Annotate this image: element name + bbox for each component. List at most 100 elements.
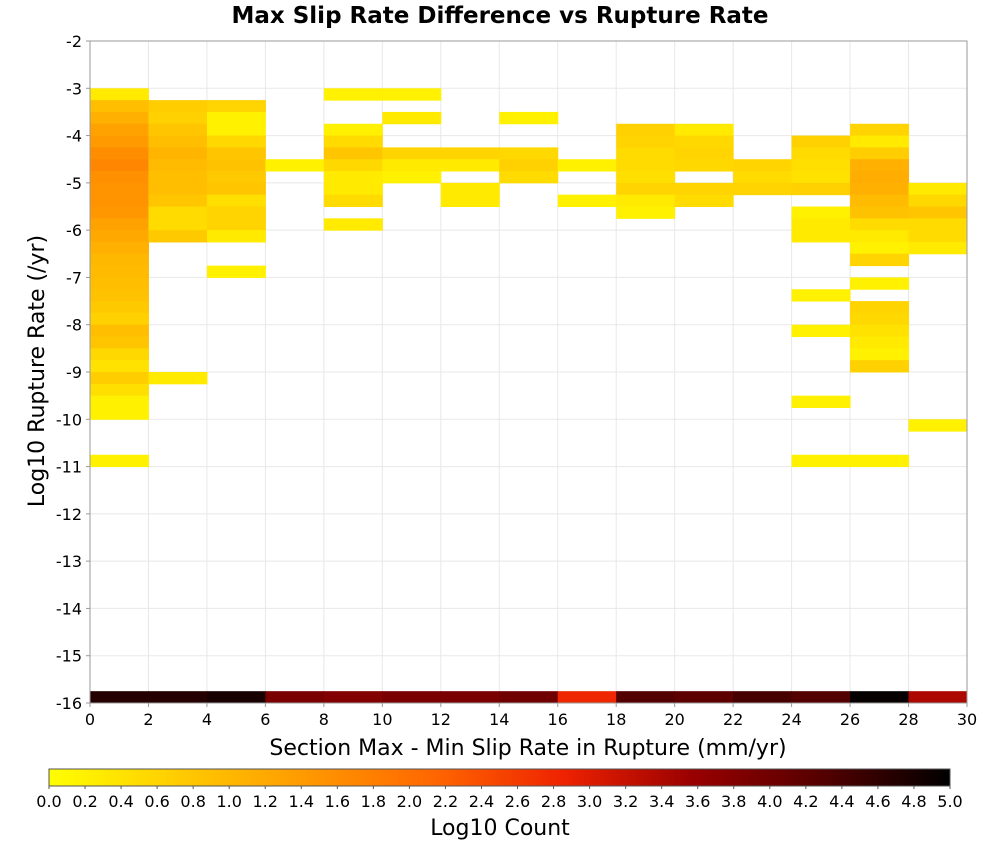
heatmap-cell <box>90 324 149 338</box>
heatmap-cell-bottom-row <box>733 691 793 703</box>
x-axis-ticks: 0 2 4 6 8 10 12 14 16 18 20 22 24 26 28 30 <box>85 703 977 729</box>
heatmap-cell <box>90 218 149 231</box>
heatmap-cell <box>148 171 208 184</box>
x-tick-label: 6 <box>260 710 270 729</box>
colorbar-tick-label: 4.2 <box>793 792 818 811</box>
heatmap-cell <box>616 182 676 196</box>
y-tick-label: -15 <box>56 647 82 666</box>
heatmap-cell <box>850 301 910 314</box>
heatmap-cell <box>850 182 910 196</box>
x-tick-label: 10 <box>372 710 392 729</box>
heatmap-cell <box>791 218 851 231</box>
heatmap-cell <box>850 253 910 267</box>
heatmap-cell <box>148 135 208 148</box>
heatmap-cell <box>206 265 266 278</box>
heatmap-cell <box>791 206 851 219</box>
heatmap-cell <box>90 230 149 243</box>
heatmap-cell <box>850 324 910 338</box>
heatmap-cell <box>206 100 266 113</box>
heatmap-cell <box>148 123 208 137</box>
x-tick-label: 12 <box>431 710 451 729</box>
heatmap-cell <box>90 253 149 267</box>
colorbar-tick-label: 2.0 <box>397 792 422 811</box>
heatmap-cell-bottom-row <box>90 691 149 703</box>
heatmap-cell-bottom-row <box>382 691 442 703</box>
heatmap-cell <box>850 312 910 326</box>
heatmap-cell <box>323 194 383 207</box>
x-tick-label: 14 <box>489 710 509 729</box>
heatmap-cell <box>791 159 851 172</box>
y-tick-label: -11 <box>56 458 82 477</box>
heatmap-cell <box>440 159 500 172</box>
heatmap-cell <box>616 135 676 148</box>
heatmap-cell-bottom-row <box>791 691 851 703</box>
heatmap-cell <box>90 241 149 255</box>
x-tick-label: 8 <box>319 710 329 729</box>
colorbar-tick-label: 1.4 <box>289 792 314 811</box>
heatmap-cell-bottom-row <box>206 691 266 703</box>
y-tick-label: -13 <box>56 552 82 571</box>
heatmap-cell <box>440 147 500 160</box>
colorbar-tick-label: 3.0 <box>577 792 602 811</box>
heatmap-cell <box>90 123 149 137</box>
heatmap-cell <box>90 171 149 184</box>
heatmap-cell <box>206 218 266 231</box>
heatmap-cell <box>850 336 910 349</box>
heatmap-cell <box>850 360 910 373</box>
heatmap-cell <box>90 336 149 349</box>
colorbar-tick-label: 4.4 <box>829 792 854 811</box>
heatmap-cell <box>557 159 617 172</box>
colorbar-tick-label: 4.0 <box>757 792 782 811</box>
colorbar-tick-label: 0.8 <box>180 792 205 811</box>
heatmap-cell <box>616 171 676 184</box>
colorbar-tick-label: 4.6 <box>865 792 890 811</box>
heatmap-cell <box>90 395 149 408</box>
colorbar-tick-label: 3.8 <box>721 792 746 811</box>
heatmap-cell <box>206 194 266 207</box>
heatmap-cell <box>382 147 442 160</box>
heatmap-cell <box>850 348 910 361</box>
heatmap-cell <box>674 159 734 172</box>
heatmap-cell <box>323 218 383 231</box>
colorbar-tick-label: 1.2 <box>253 792 278 811</box>
heatmap-cell <box>90 88 149 101</box>
x-tick-label: 20 <box>664 710 684 729</box>
heatmap-cell <box>206 206 266 219</box>
heatmap-cell <box>499 159 559 172</box>
x-axis-label: Section Max - Min Slip Rate in Rupture (… <box>269 736 786 761</box>
heatmap-cell <box>674 147 734 160</box>
heatmap-cell <box>557 194 617 207</box>
heatmap-cell <box>90 312 149 326</box>
x-tick-label: 26 <box>840 710 860 729</box>
heatmap-cell <box>499 147 559 160</box>
heatmap-cell <box>850 277 910 290</box>
heatmap-cell <box>791 324 851 338</box>
heatmap-cell <box>382 171 442 184</box>
heatmap-cell <box>733 171 793 184</box>
heatmap-cell <box>908 230 968 243</box>
heatmap-cell-bottom-row <box>265 691 325 703</box>
colorbar-tick-label: 0.4 <box>108 792 133 811</box>
colorbar-tick-label: 1.0 <box>216 792 241 811</box>
colorbar-tick-label: 0.6 <box>144 792 169 811</box>
heatmap-cell <box>90 348 149 361</box>
heatmap-cell <box>850 147 910 160</box>
heatmap-cell <box>90 100 149 113</box>
y-axis-label: Log10 Rupture Rate (/yr) <box>25 235 50 507</box>
heatmap-cell <box>90 111 149 125</box>
heatmap-cell <box>674 123 734 137</box>
heatmap-cell <box>499 111 559 125</box>
heatmap-cell <box>90 265 149 278</box>
heatmap-cell <box>791 135 851 148</box>
colorbar-tick-label: 2.8 <box>541 792 566 811</box>
heatmap-cell <box>440 182 500 196</box>
colorbar-tick-label: 1.6 <box>325 792 350 811</box>
heatmap-cell <box>850 194 910 207</box>
heatmap-cell <box>908 241 968 255</box>
heatmap-cell <box>148 182 208 196</box>
chart-title: Max Slip Rate Difference vs Rupture Rate <box>231 3 768 29</box>
x-tick-label: 0 <box>85 710 95 729</box>
x-tick-label: 24 <box>781 710 801 729</box>
heatmap-cell <box>90 277 149 290</box>
heatmap-cell <box>908 194 968 207</box>
